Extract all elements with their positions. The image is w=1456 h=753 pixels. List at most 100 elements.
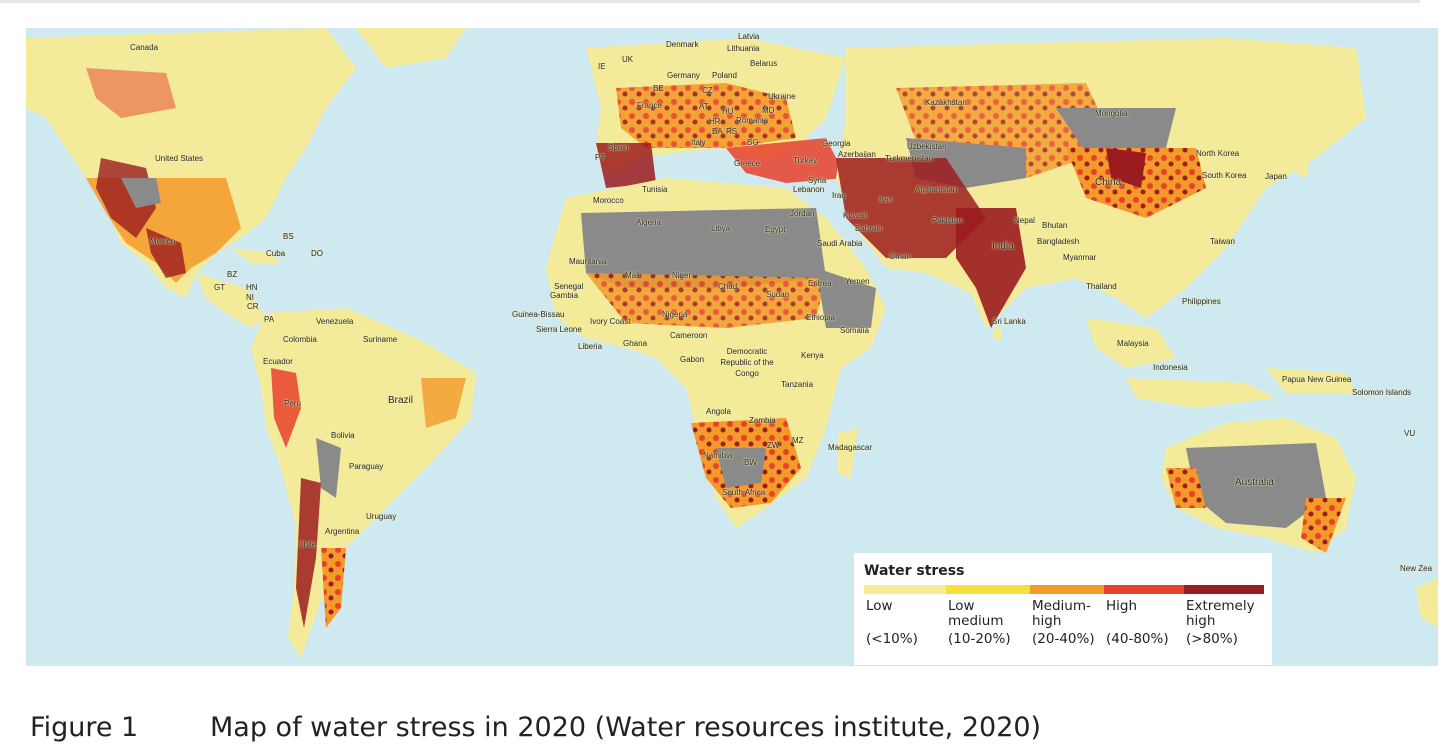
map-label: Japan xyxy=(1265,172,1287,181)
map-label: Saudi Arabia xyxy=(817,239,863,248)
map-label: Bolivia xyxy=(331,431,355,440)
map-label: Ethiopia xyxy=(806,313,835,322)
map-label: Spain xyxy=(608,143,629,152)
map-label: PT xyxy=(595,153,606,162)
map-label: Sri Lanka xyxy=(992,317,1026,326)
map-label: Indonesia xyxy=(1153,363,1188,372)
south-america xyxy=(251,308,476,658)
map-label: Kazakhstan xyxy=(925,98,967,107)
legend-title: Water stress xyxy=(864,563,965,579)
legend-item-label: Medium-high (20-40%) xyxy=(1032,598,1095,647)
map-label: Kenya xyxy=(801,351,824,360)
map-label: Syria xyxy=(808,176,827,185)
figure-label: Figure 1 xyxy=(30,712,139,743)
map-label: UK xyxy=(622,55,634,64)
figure-caption: Map of water stress in 2020 (Water resou… xyxy=(210,712,1042,743)
legend-swatch xyxy=(1030,585,1104,594)
map-label: Colombia xyxy=(283,335,317,344)
new-zealand xyxy=(1416,578,1438,628)
map-label: BE xyxy=(653,84,664,93)
map-label: Latvia xyxy=(738,32,760,41)
legend-item-label: Low (<10%) xyxy=(866,598,918,647)
map-label: Lithuania xyxy=(727,44,760,53)
map-label: Greece xyxy=(734,159,761,168)
australia xyxy=(1161,418,1356,553)
map-label: Sudan xyxy=(766,290,790,299)
legend-swatch xyxy=(864,585,946,594)
map-label: BA xyxy=(712,127,723,136)
map-label: Uzbekistan xyxy=(907,142,947,151)
map-label: Nigeria xyxy=(662,310,688,319)
map-label: Denmark xyxy=(666,40,699,49)
map-label: Australia xyxy=(1235,477,1274,488)
map-label: South Africa xyxy=(722,488,766,497)
map-label: Zambia xyxy=(749,416,776,425)
map-label: BG xyxy=(747,138,759,147)
map-label: Azerbaijan xyxy=(838,150,876,159)
map-label: Taiwan xyxy=(1210,237,1235,246)
map-label: DO xyxy=(311,249,323,258)
map-label: CR xyxy=(247,302,259,311)
map-label: Senegal xyxy=(554,282,584,291)
map-label: Kuwait xyxy=(843,211,868,220)
map-label: France xyxy=(637,101,662,110)
map-label: Tunisia xyxy=(642,185,668,194)
legend-item-label: High (40-80%) xyxy=(1106,598,1169,647)
map-label: Venezuela xyxy=(316,317,354,326)
southeast-asia xyxy=(1086,318,1356,408)
legend-item-label: Low medium (10-20%) xyxy=(948,598,1011,647)
map-label: BS xyxy=(283,232,294,241)
north-america xyxy=(26,28,356,328)
map-label: United States xyxy=(155,154,204,163)
map-label: Argentina xyxy=(325,527,360,536)
map-label: Italy xyxy=(691,138,706,147)
map-label: China xyxy=(1095,177,1122,188)
map-label: Gambia xyxy=(550,291,579,300)
map-label: IE xyxy=(598,62,606,71)
map-label: Niger xyxy=(672,271,692,280)
map-label: Ecuador xyxy=(263,357,293,366)
map-label: Papua New Guinea xyxy=(1282,375,1352,384)
map-label: North Korea xyxy=(1196,149,1240,158)
map-label: Gabon xyxy=(680,355,705,364)
map-label: MD xyxy=(762,106,775,115)
map-label: Nepal xyxy=(1014,216,1035,225)
map-label: Jordan xyxy=(790,209,815,218)
map-label: Bangladesh xyxy=(1037,237,1080,246)
map-label: Liberia xyxy=(578,342,603,351)
map-label: Eritrea xyxy=(808,279,832,288)
map-label: Uruguay xyxy=(366,512,397,521)
map-label: Romania xyxy=(736,116,769,125)
map-label: Germany xyxy=(667,71,700,80)
map-label: GT xyxy=(214,283,226,292)
map-label: India xyxy=(992,241,1014,252)
map-label: Chile xyxy=(298,540,317,549)
map-label: Ghana xyxy=(623,339,648,348)
map-label: Tanzania xyxy=(781,380,814,389)
map-label: Mexico xyxy=(150,237,176,246)
map-label: NI xyxy=(246,293,254,302)
map-label: CZ xyxy=(702,86,713,95)
map-label: Mauritania xyxy=(569,257,607,266)
map-label: Algeria xyxy=(636,218,661,227)
map-label: Oman xyxy=(889,252,911,261)
map-label: VU xyxy=(1404,429,1416,438)
map-label: Cuba xyxy=(266,249,286,258)
map-legend: Water stress Low (<10%) Low medium (10-20%) M… xyxy=(854,553,1272,665)
africa xyxy=(546,178,886,528)
legend-swatch xyxy=(1184,585,1264,594)
sri-lanka xyxy=(994,328,1002,340)
map-canvas xyxy=(26,28,1438,666)
map-label: Canada xyxy=(130,43,159,52)
map-label: Turkmenistan xyxy=(885,154,934,163)
map-label: BW xyxy=(744,458,757,467)
map-label: Namibia xyxy=(703,451,733,460)
map-label: Bhutan xyxy=(1042,221,1068,230)
map-label: Iraq xyxy=(832,191,846,200)
map-label: Paraguay xyxy=(349,462,384,471)
map-label: Madagascar xyxy=(828,443,873,452)
top-divider xyxy=(0,0,1420,3)
map-label: HR xyxy=(709,117,721,126)
map-label: ZW xyxy=(767,441,780,450)
map-label: Bahrain xyxy=(855,224,883,233)
